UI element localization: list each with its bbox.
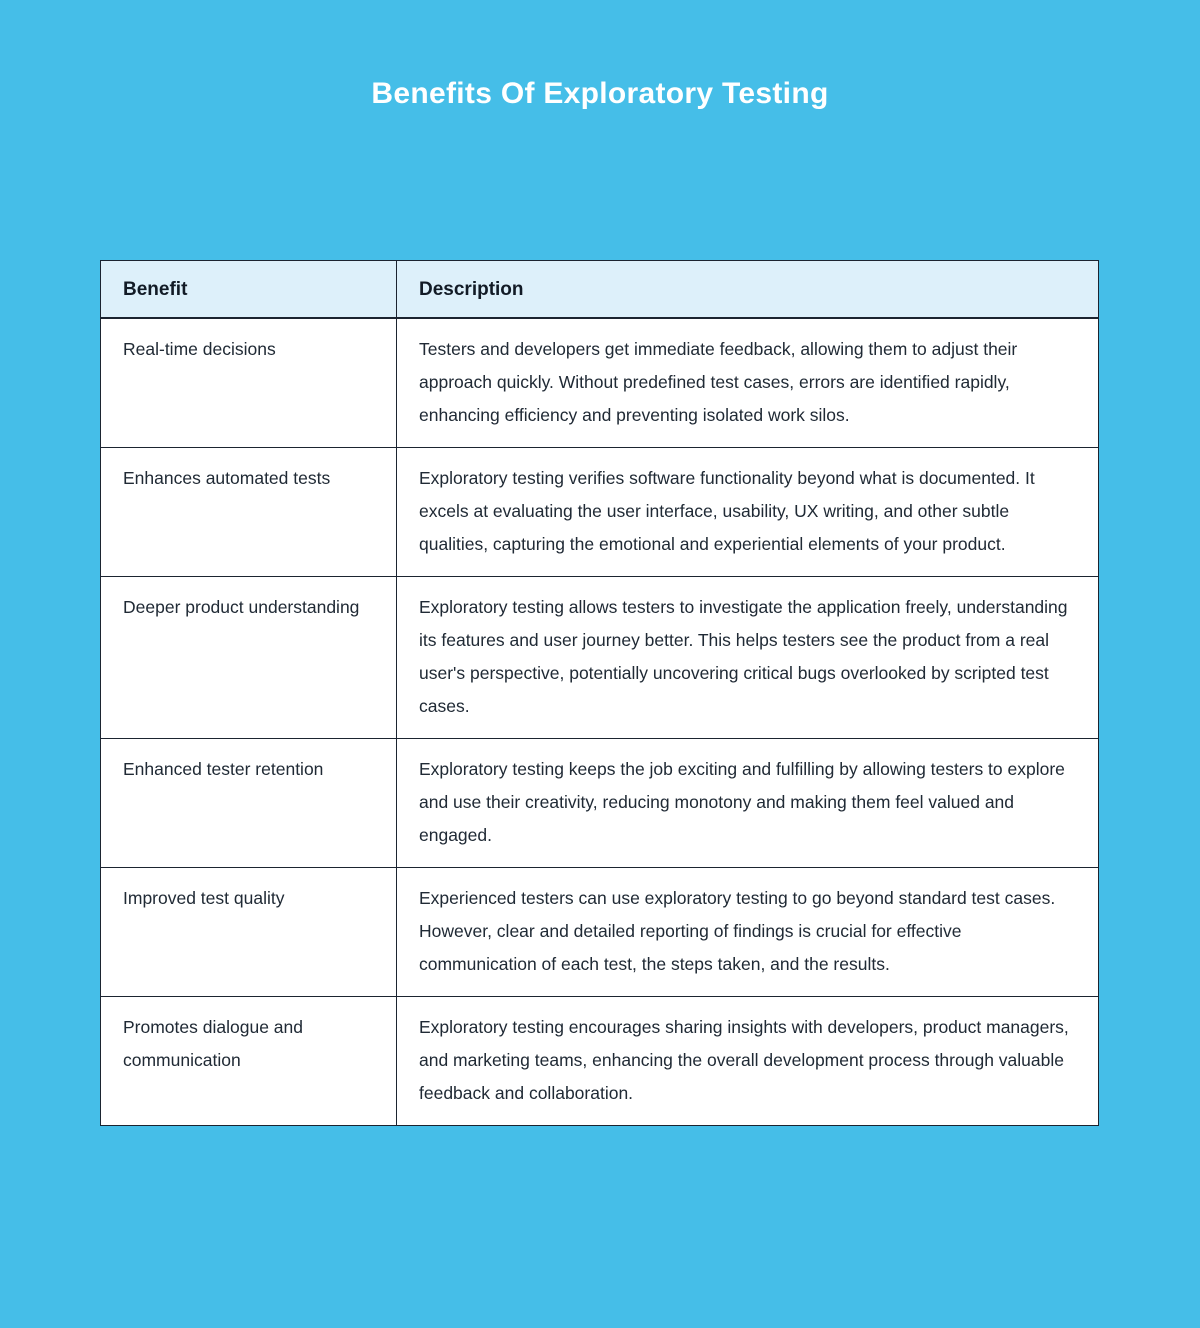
benefit-cell: Improved test quality [100, 867, 397, 997]
table-row: Real-time decisions Testers and develope… [100, 317, 1099, 448]
table-header-row: Benefit Description [100, 260, 1099, 319]
table-row: Enhanced tester retention Exploratory te… [100, 738, 1099, 868]
description-cell: Testers and developers get immediate fee… [396, 317, 1099, 448]
description-cell: Experienced testers can use exploratory … [396, 867, 1099, 997]
benefits-table: Benefit Description Real-time decisions … [100, 260, 1099, 1126]
benefit-cell: Enhances automated tests [100, 447, 397, 577]
description-cell: Exploratory testing keeps the job exciti… [396, 738, 1099, 868]
page: Benefits Of Exploratory Testing Benefit … [0, 76, 1200, 1328]
table-row: Promotes dialogue and communication Expl… [100, 996, 1099, 1126]
header-cell-description: Description [396, 260, 1099, 319]
table-row: Improved test quality Experienced tester… [100, 867, 1099, 997]
table-row: Enhances automated tests Exploratory tes… [100, 447, 1099, 577]
table-row: Deeper product understanding Exploratory… [100, 576, 1099, 739]
benefit-cell: Deeper product understanding [100, 576, 397, 739]
benefit-cell: Enhanced tester retention [100, 738, 397, 868]
benefits-table-container: Benefit Description Real-time decisions … [100, 260, 1099, 1126]
benefit-cell: Promotes dialogue and communication [100, 996, 397, 1126]
page-title: Benefits Of Exploratory Testing [371, 77, 829, 110]
description-cell: Exploratory testing verifies software fu… [396, 447, 1099, 577]
benefit-cell: Real-time decisions [100, 317, 397, 448]
description-cell: Exploratory testing allows testers to in… [396, 576, 1099, 739]
header-cell-benefit: Benefit [100, 260, 397, 319]
description-cell: Exploratory testing encourages sharing i… [396, 996, 1099, 1126]
